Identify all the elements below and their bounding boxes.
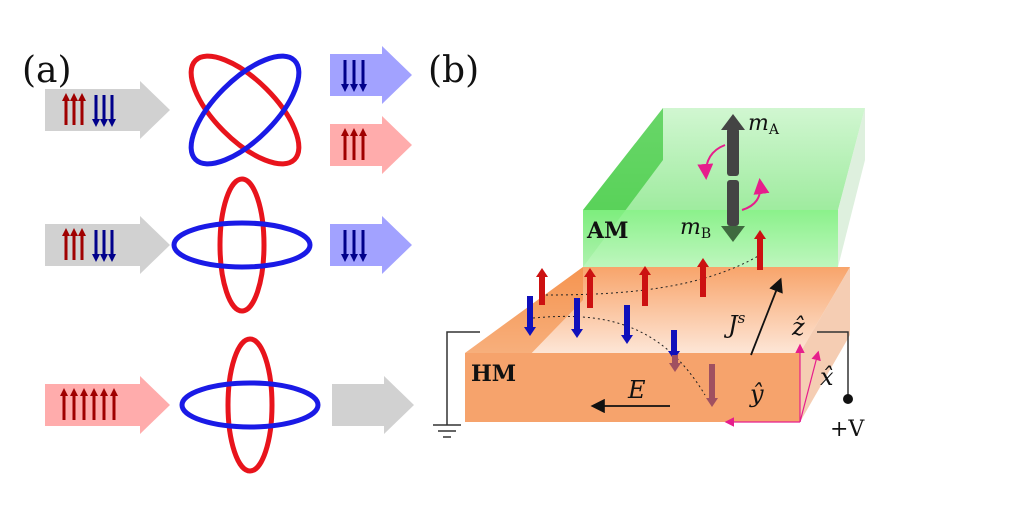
input-beam-mixed	[45, 81, 170, 139]
spin-up-icon	[639, 266, 651, 306]
voltage-label: +V	[830, 417, 865, 442]
am-layer	[583, 108, 865, 267]
z-axis-label: ẑ	[791, 313, 805, 341]
spin-up-icon	[584, 268, 596, 308]
spin-down-faded-icon	[706, 364, 718, 407]
spin-down-icon	[100, 230, 108, 262]
y-axis-label: ŷ	[749, 380, 764, 408]
x-axis-label: x̂	[820, 363, 834, 391]
spin-arrows	[524, 230, 766, 407]
output-beam-up	[330, 116, 412, 174]
output-beam-neutral	[332, 376, 414, 434]
precession-arrow-b-icon	[741, 178, 770, 211]
spin-up-icon	[80, 388, 88, 420]
spin-down-icon	[108, 230, 116, 262]
spin-down-icon	[341, 60, 349, 92]
output-beam-down	[330, 216, 412, 274]
ground-wire	[433, 331, 480, 438]
spin-up-icon	[341, 128, 349, 160]
spin-up-icon	[70, 93, 78, 125]
output-beam-down	[330, 46, 412, 104]
spin-up-icon	[536, 268, 548, 305]
spin-up-icon	[359, 128, 367, 160]
spin-up-icon	[78, 228, 86, 260]
electric-field-label: E	[627, 376, 646, 404]
voltage-terminal	[843, 394, 853, 404]
coordinate-axes	[724, 343, 821, 427]
panel-b-label: (b)	[428, 50, 479, 91]
spin-current-arrow-icon	[750, 277, 783, 356]
panel-a-label: (a)	[22, 50, 72, 91]
spin-down-icon	[621, 305, 633, 344]
panel-a	[45, 46, 414, 474]
spin-up-icon	[100, 388, 108, 420]
spin-up-icon	[350, 128, 358, 160]
spin-down-icon	[108, 95, 116, 127]
spin-down-icon	[359, 60, 367, 92]
spin-down-icon	[359, 230, 367, 262]
m-a-label: mA	[748, 111, 780, 138]
red-ellipse	[188, 53, 302, 167]
spin-up-icon	[62, 93, 70, 125]
m-b-arrow	[721, 180, 745, 242]
spin-down-icon	[350, 230, 358, 262]
input-beam-up	[45, 376, 170, 434]
hm-layer	[465, 267, 850, 422]
blue-ellipse	[171, 220, 313, 270]
hm-label: HM	[471, 361, 516, 387]
spin-up-icon	[754, 230, 766, 270]
spin-up-icon	[62, 228, 70, 260]
spin-up-icon	[70, 388, 78, 420]
spin-up-icon	[110, 388, 118, 420]
blue-ellipse	[179, 380, 321, 430]
spin-up-icon	[90, 388, 98, 420]
spin-up-icon	[60, 388, 68, 420]
am-label: AM	[586, 218, 628, 244]
spin-up-icon	[78, 93, 86, 125]
spin-down-faded-icon	[669, 355, 681, 372]
spin-down-icon	[100, 95, 108, 127]
red-ellipse	[225, 336, 275, 474]
red-ellipse	[217, 176, 267, 314]
spin-down-icon	[92, 95, 100, 127]
voltage-wire	[817, 331, 849, 398]
spin-down-icon	[341, 230, 349, 262]
spin-up-icon	[70, 228, 78, 260]
spin-down-icon	[92, 230, 100, 262]
m-a-arrow	[721, 114, 745, 176]
spin-down-icon	[350, 60, 358, 92]
m-b-label: mB	[680, 215, 711, 242]
precession-arrow-a-icon	[697, 144, 726, 180]
blue-ellipse	[188, 53, 302, 167]
spin-down-icon	[571, 298, 583, 338]
spin-up-icon	[697, 258, 709, 297]
input-beam-mixed	[45, 216, 170, 274]
spin-down-icon	[524, 296, 536, 336]
